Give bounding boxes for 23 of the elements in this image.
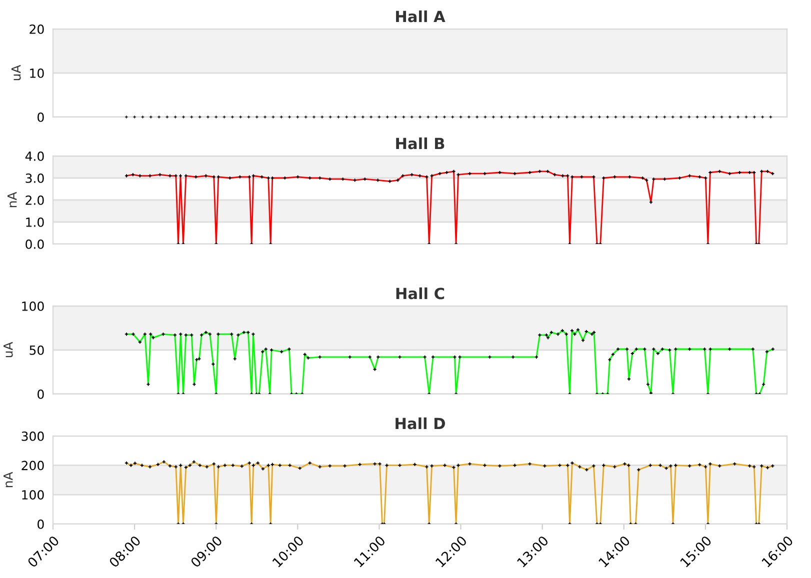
chart-title: Hall D xyxy=(396,417,445,430)
y-tick-label: 0 xyxy=(38,519,44,529)
y-tick-label: 0 xyxy=(38,389,44,399)
y-axis-title: uA xyxy=(4,342,13,358)
y-tick-label: 1.0 xyxy=(26,217,44,227)
y-tick-label: 10 xyxy=(30,68,44,78)
y-axis-title: nA xyxy=(4,472,13,488)
y-tick-label: 3.0 xyxy=(26,173,44,183)
y-tick-label: 4.0 xyxy=(25,151,44,161)
y-tick-label: 0 xyxy=(38,112,44,122)
chart-title: Hall A xyxy=(396,10,446,22)
y-tick-label: 100 xyxy=(22,490,44,500)
y-tick-label: 200 xyxy=(22,460,44,470)
y-axis-title: nA xyxy=(8,192,17,208)
y-tick-label: 20 xyxy=(30,24,44,34)
y-tick-label: 50 xyxy=(30,345,44,355)
chart-title: Hall B xyxy=(396,137,444,150)
y-tick-label: 2.0 xyxy=(26,195,44,205)
y-axis-title: uA xyxy=(11,64,21,80)
y-tick-label: 100 xyxy=(22,301,44,311)
y-tick-label: 0.0 xyxy=(26,239,44,249)
y-tick-label: 300 xyxy=(22,431,44,441)
chart-title: Hall C xyxy=(396,287,444,300)
